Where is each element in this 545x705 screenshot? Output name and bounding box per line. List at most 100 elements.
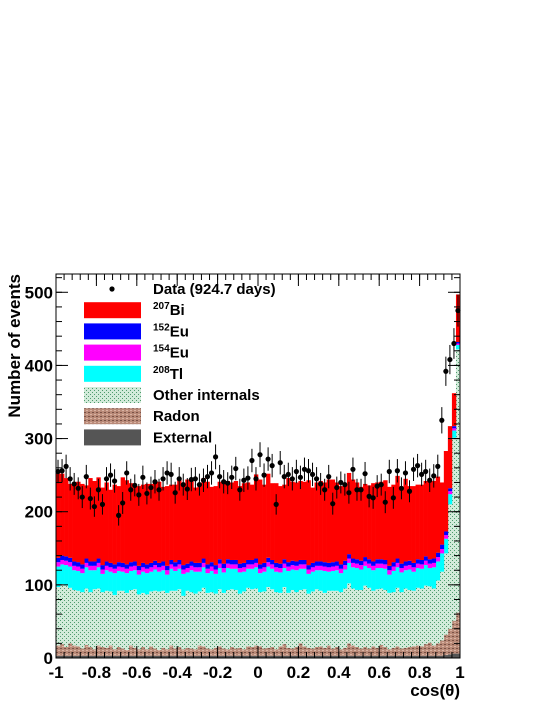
- data-point: [439, 417, 445, 423]
- bar-tl208: [342, 569, 348, 589]
- bar-eu152: [132, 561, 138, 566]
- bar-other: [213, 593, 218, 648]
- bar-bi207: [379, 481, 384, 560]
- bar-external: [56, 655, 61, 658]
- bar-external: [419, 655, 424, 658]
- bar-tl208: [431, 567, 437, 589]
- bar-other: [253, 588, 259, 646]
- bar-external: [443, 655, 449, 658]
- bar-external: [60, 655, 65, 658]
- bar-external: [68, 655, 73, 658]
- bar-tl208: [96, 567, 101, 589]
- bar-eu154: [161, 565, 166, 571]
- bar-other: [318, 590, 323, 647]
- bar-radon: [253, 645, 259, 656]
- bar-other: [217, 589, 222, 647]
- legend-entry-tl208: 208Tl: [84, 365, 183, 383]
- bar-eu154: [363, 561, 368, 566]
- bar-bi207: [193, 487, 198, 563]
- data-point: [180, 482, 186, 488]
- data-point: [172, 490, 178, 496]
- bar-bi207: [403, 478, 408, 562]
- bar-eu152: [165, 565, 170, 571]
- bar-tl208: [286, 570, 291, 593]
- bar-radon: [72, 645, 77, 656]
- bar-radon: [245, 646, 251, 656]
- bar-bi207: [165, 486, 170, 566]
- bar-eu152: [128, 562, 134, 567]
- bar-bi207: [411, 486, 416, 563]
- legend-label-main: Eu: [170, 323, 189, 340]
- bar-other: [152, 590, 158, 649]
- bar-bi207: [169, 484, 174, 560]
- bar-other: [407, 589, 412, 648]
- bar-external: [209, 655, 214, 658]
- data-point: [293, 468, 299, 475]
- bar-tl208: [177, 568, 182, 590]
- bar-other: [403, 588, 408, 648]
- bar-eu154: [306, 569, 311, 574]
- bar-bi207: [306, 480, 311, 566]
- data-point: [103, 476, 110, 482]
- data-point: [322, 487, 328, 493]
- x-tick-label: 0: [253, 663, 262, 682]
- bar-other: [431, 588, 437, 646]
- bar-external: [318, 655, 323, 658]
- data-point: [301, 466, 308, 472]
- legend-swatch: [84, 323, 141, 340]
- bar-radon: [96, 645, 101, 656]
- bar-other: [173, 590, 178, 649]
- bar-radon: [359, 648, 364, 656]
- bar-eu152: [92, 561, 97, 566]
- bar-bi207: [439, 482, 445, 545]
- legend-entry-other: Other internals: [84, 387, 260, 404]
- bar-eu152: [419, 559, 424, 565]
- bar-eu154: [435, 557, 441, 562]
- bar-tl208: [363, 565, 368, 586]
- bar-external: [197, 655, 202, 658]
- bar-eu152: [338, 564, 344, 569]
- bar-eu152: [306, 565, 311, 570]
- bar-eu152: [60, 555, 65, 560]
- bar-bi207: [245, 482, 251, 560]
- bar-eu152: [84, 558, 89, 563]
- bar-eu154: [455, 343, 461, 345]
- bar-tl208: [124, 573, 130, 593]
- bar-eu154: [72, 565, 77, 571]
- bar-external: [233, 655, 239, 658]
- data-point: [366, 493, 372, 499]
- data-point: [217, 474, 223, 480]
- bar-external: [189, 655, 194, 658]
- bar-eu152: [391, 562, 396, 567]
- bar-tl208: [282, 568, 287, 588]
- bar-other: [258, 592, 263, 647]
- bar-radon: [266, 647, 271, 656]
- legend-label: External: [153, 429, 212, 446]
- bar-eu152: [294, 561, 299, 566]
- bar-radon: [193, 649, 198, 656]
- data-point: [184, 486, 190, 492]
- bar-eu154: [169, 564, 174, 569]
- bar-eu154: [318, 565, 323, 571]
- bar-eu152: [274, 562, 279, 568]
- bar-bi207: [140, 484, 146, 563]
- bar-eu154: [314, 565, 319, 571]
- bar-eu154: [270, 564, 275, 569]
- bar-tl208: [306, 573, 311, 594]
- bar-external: [132, 655, 138, 658]
- data-point: [402, 470, 409, 476]
- data-point: [253, 476, 259, 482]
- bar-eu152: [455, 342, 461, 344]
- data-point: [305, 468, 312, 474]
- bar-bi207: [298, 480, 303, 560]
- bar-external: [346, 655, 352, 658]
- bar-eu154: [399, 568, 404, 573]
- data-point: [144, 490, 150, 497]
- data-point: [386, 468, 392, 475]
- data-point: [156, 487, 162, 493]
- bar-other: [201, 587, 206, 647]
- bar-external: [270, 655, 275, 658]
- bar-other: [359, 589, 364, 649]
- bar-eu154: [282, 563, 287, 569]
- bar-bi207: [314, 482, 319, 562]
